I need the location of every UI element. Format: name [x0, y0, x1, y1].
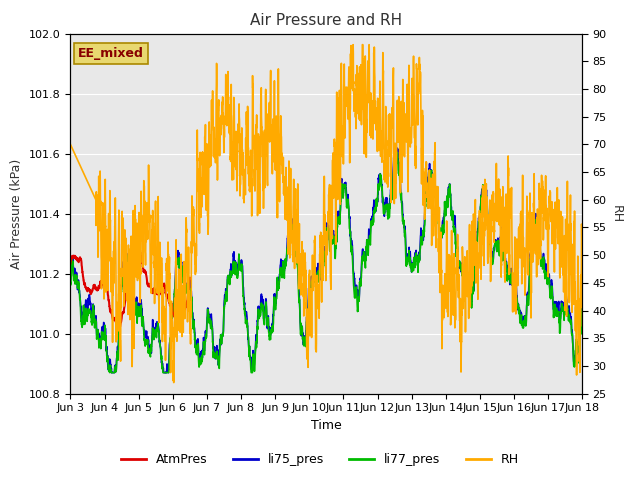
X-axis label: Time: Time — [311, 419, 342, 432]
Title: Air Pressure and RH: Air Pressure and RH — [250, 13, 403, 28]
Legend: AtmPres, li75_pres, li77_pres, RH: AtmPres, li75_pres, li77_pres, RH — [116, 448, 524, 471]
Y-axis label: RH: RH — [610, 204, 623, 223]
Y-axis label: Air Pressure (kPa): Air Pressure (kPa) — [10, 158, 24, 269]
Text: EE_mixed: EE_mixed — [78, 47, 144, 60]
